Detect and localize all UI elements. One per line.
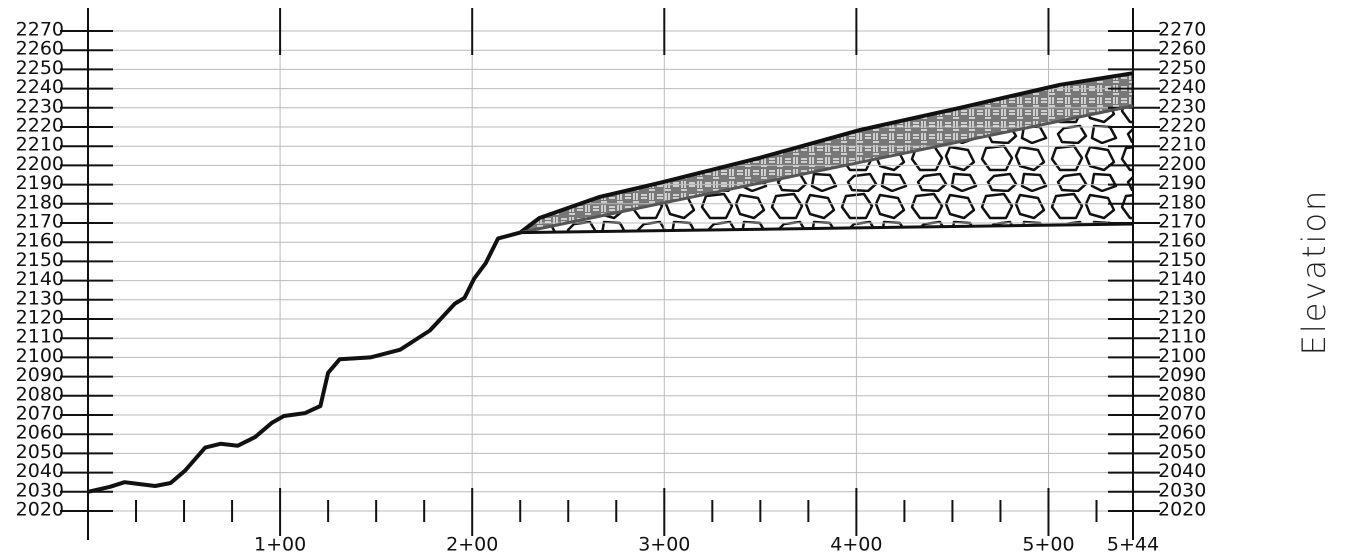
x-tick-label: 3+00 bbox=[638, 534, 690, 556]
y2-tick-label: 2130 bbox=[1158, 287, 1206, 309]
y-axis-label: Elevation bbox=[1295, 189, 1333, 356]
y2-tick-label: 2120 bbox=[1158, 307, 1206, 329]
y-tick-label: 2240 bbox=[16, 76, 64, 98]
y-tick-label: 2250 bbox=[16, 57, 64, 79]
x-tick-label: 2+00 bbox=[446, 534, 498, 556]
y2-tick-label: 2100 bbox=[1158, 345, 1206, 367]
y-tick-label: 2170 bbox=[16, 211, 64, 233]
y2-tick-label: 2020 bbox=[1158, 499, 1206, 521]
x-tick-label: 5+00 bbox=[1022, 534, 1074, 556]
y2-tick-label: 2220 bbox=[1158, 115, 1206, 137]
y-tick-label: 2200 bbox=[16, 153, 64, 175]
profile-line bbox=[520, 222, 1134, 235]
y-tick-label: 2120 bbox=[16, 307, 64, 329]
y-tick-label: 2020 bbox=[16, 499, 64, 521]
material-layers bbox=[520, 73, 1133, 233]
y2-tick-label: 2060 bbox=[1158, 422, 1206, 444]
y-tick-label: 2230 bbox=[16, 95, 64, 117]
y-tick-label: 2260 bbox=[16, 38, 64, 60]
y-tick-label: 2090 bbox=[16, 364, 64, 386]
y2-tick-label: 2270 bbox=[1158, 19, 1206, 41]
y2-tick-label: 2210 bbox=[1158, 134, 1206, 156]
y-tick-label: 2220 bbox=[16, 115, 64, 137]
y-tick-label: 2050 bbox=[16, 441, 64, 463]
hatched-layer bbox=[520, 73, 1133, 233]
y-tick-label: 2040 bbox=[16, 460, 64, 482]
y-tick-label: 2110 bbox=[16, 326, 64, 348]
y2-tick-label: 2160 bbox=[1158, 230, 1206, 252]
y-tick-label: 2100 bbox=[16, 345, 64, 367]
y-tick-label: 2140 bbox=[16, 268, 64, 290]
y2-tick-label: 2230 bbox=[1158, 95, 1206, 117]
x-tick-label: 4+00 bbox=[830, 534, 882, 556]
y-tick-label: 2210 bbox=[16, 134, 64, 156]
x-tick-label: 1+00 bbox=[254, 534, 306, 556]
y2-tick-label: 2200 bbox=[1158, 153, 1206, 175]
y-tick-label: 2150 bbox=[16, 249, 64, 271]
y2-tick-label: 2250 bbox=[1158, 57, 1206, 79]
y2-tick-label: 2190 bbox=[1158, 172, 1206, 194]
y-tick-label: 2060 bbox=[16, 422, 64, 444]
y2-tick-label: 2260 bbox=[1158, 38, 1206, 60]
y-tick-label: 2130 bbox=[16, 287, 64, 309]
y2-tick-label: 2070 bbox=[1158, 403, 1206, 425]
y2-tick-label: 2030 bbox=[1158, 479, 1206, 501]
y2-tick-label: 2090 bbox=[1158, 364, 1206, 386]
y2-tick-label: 2150 bbox=[1158, 249, 1206, 271]
x-tick-label: 5+44 bbox=[1107, 534, 1159, 556]
y-tick-label: 2270 bbox=[16, 19, 64, 41]
y-tick-label: 2180 bbox=[16, 191, 64, 213]
profile-line bbox=[519, 104, 1134, 235]
y2-tick-label: 2240 bbox=[1158, 76, 1206, 98]
y2-tick-label: 2110 bbox=[1158, 326, 1206, 348]
y-tick-label: 2160 bbox=[16, 230, 64, 252]
y-tick-label: 2080 bbox=[16, 383, 64, 405]
profile-line bbox=[87, 71, 1134, 494]
y2-tick-label: 2170 bbox=[1158, 211, 1206, 233]
y2-tick-label: 2140 bbox=[1158, 268, 1206, 290]
y2-tick-label: 2080 bbox=[1158, 383, 1206, 405]
y2-tick-label: 2050 bbox=[1158, 441, 1206, 463]
y-tick-label: 2070 bbox=[16, 403, 64, 425]
y2-tick-label: 2040 bbox=[1158, 460, 1206, 482]
y2-tick-label: 2180 bbox=[1158, 191, 1206, 213]
y-tick-label: 2190 bbox=[16, 172, 64, 194]
y-tick-label: 2030 bbox=[16, 479, 64, 501]
